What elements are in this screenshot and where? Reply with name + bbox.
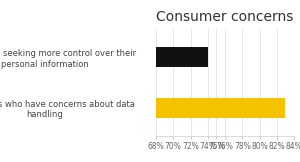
Title: Consumer concerns: Consumer concerns [156, 10, 294, 24]
Bar [156, 47, 208, 67]
Bar [156, 98, 285, 118]
